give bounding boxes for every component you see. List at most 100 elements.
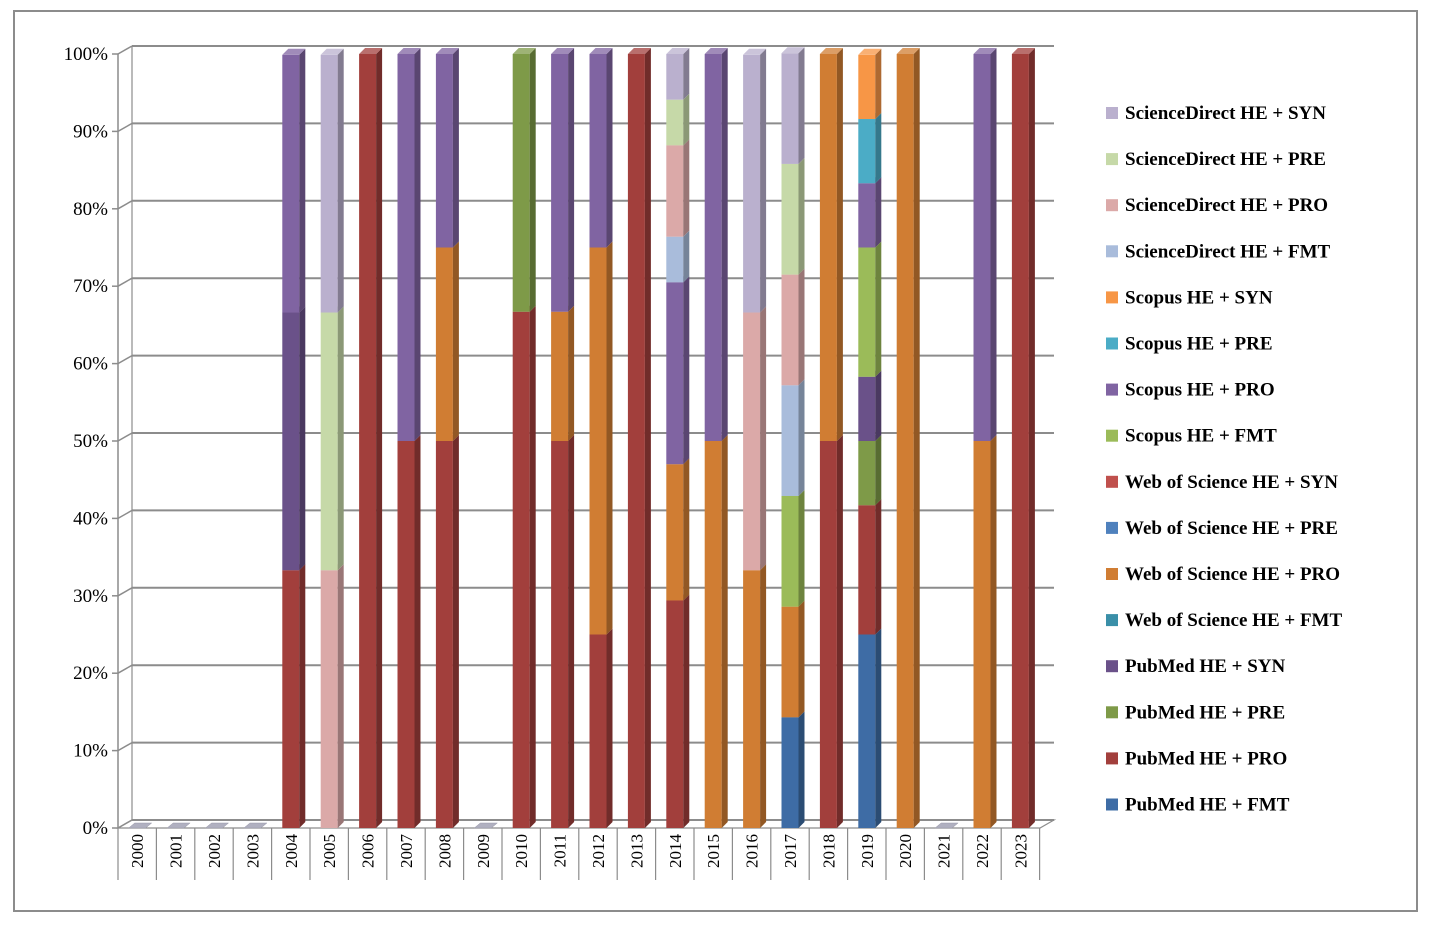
bar-front (589, 54, 607, 248)
x-tick-label: 2009 (474, 834, 493, 868)
bar-front (858, 634, 876, 828)
bar-side (875, 370, 882, 441)
bar-side (299, 306, 306, 571)
x-tick-label: 2004 (282, 834, 301, 869)
bar-front (282, 570, 300, 828)
bar-side (798, 379, 805, 496)
bar-front (973, 441, 991, 828)
x-tick-label: 2015 (704, 834, 723, 868)
legend-swatch (1106, 199, 1118, 212)
bar-top (858, 48, 882, 55)
bar-front (896, 54, 914, 828)
legend-label: ScienceDirect HE + PRE (1125, 149, 1326, 170)
bar-side (337, 564, 344, 828)
bar-front (858, 183, 876, 248)
bar-side (644, 48, 651, 828)
legend-label: ScienceDirect HE + SYN (1125, 103, 1326, 124)
bar-segment (858, 48, 882, 120)
bar-front (359, 54, 377, 828)
legend-entry: ScienceDirect HE + PRO (1106, 195, 1328, 216)
bar-segment (512, 48, 536, 312)
gridline-diag (117, 587, 133, 597)
bar-side (798, 47, 805, 164)
legend-swatch (1106, 798, 1118, 811)
y-tick-label: 50% (73, 431, 108, 452)
bar-front (858, 441, 876, 506)
bar-side (875, 499, 882, 635)
bar-front (282, 312, 300, 571)
bar-front (435, 54, 453, 248)
bar-side (299, 48, 306, 313)
legend: ScienceDirect HE + SYN ScienceDirect HE +… (1106, 103, 1342, 816)
legend-label: Web of Science HE + SYN (1125, 472, 1338, 493)
y-tick-label: 10% (73, 741, 108, 762)
bar-segment (781, 157, 805, 275)
bars (128, 47, 1035, 829)
x-tick-label: 2006 (359, 834, 378, 868)
x-axis-ticks: 2000 2001 2002 2003 2004 2005 2006 2007 2008 2009… (117, 828, 1041, 880)
bar-front (781, 163, 799, 275)
bar-segment (666, 93, 690, 146)
legend-swatch (1106, 706, 1118, 719)
bar-front (1011, 54, 1029, 828)
bar-front (589, 247, 607, 635)
bar-front (589, 634, 607, 828)
bar-front (858, 54, 876, 120)
chart-frame (13, 10, 1418, 912)
bar-segment (282, 48, 306, 313)
bar-side (798, 157, 805, 275)
bar-top (819, 48, 843, 54)
legend-swatch (1106, 614, 1118, 627)
legend-label: Scopus HE + PRO (1125, 380, 1275, 401)
bar-side (568, 435, 575, 828)
bar-segment (781, 379, 805, 496)
bar-front (819, 54, 837, 441)
legend-swatch (1106, 383, 1118, 396)
bar-empty (934, 822, 959, 829)
x-tick-label: 2012 (589, 834, 608, 868)
bar-side (990, 48, 997, 441)
bar-segment (704, 48, 728, 441)
x-tick-label: 2022 (973, 834, 992, 868)
y-tick-label: 80% (73, 199, 108, 220)
legend-swatch (1106, 521, 1118, 534)
gridline-diag (117, 509, 133, 520)
bar-segment (435, 48, 459, 248)
legend-entry: PubMed HE + PRO (1106, 748, 1287, 769)
y-tick-label: 90% (73, 121, 108, 142)
legend-entry: ScienceDirect HE + FMT (1106, 241, 1330, 262)
bar-segment (435, 435, 459, 828)
legend-label: ScienceDirect HE + FMT (1125, 241, 1330, 262)
gridline-diag (117, 122, 133, 133)
bar-side (798, 711, 805, 828)
gridline-diag (117, 741, 133, 752)
x-tick-label: 2014 (666, 834, 685, 869)
gridline-diag (117, 277, 133, 287)
bar-front (858, 505, 876, 635)
bar-side (798, 489, 805, 607)
bar-top (512, 48, 536, 54)
x-tick-label: 2003 (243, 834, 262, 868)
bar-front (666, 464, 684, 601)
bar-front (320, 54, 338, 313)
legend-label: Scopus HE + PRE (1125, 334, 1273, 355)
bar-segment (666, 458, 690, 601)
bar-front (666, 145, 684, 237)
bar-side (875, 628, 882, 828)
x-tick-label: 2002 (205, 834, 224, 868)
bar-front (320, 570, 338, 828)
legend-swatch (1106, 752, 1118, 765)
bar-top (627, 48, 651, 54)
x-tick-label: 2021 (935, 834, 954, 868)
x-tick-label: 2000 (128, 834, 147, 868)
bar-front (704, 54, 722, 441)
bar-front (819, 441, 837, 828)
legend-entry: Scopus HE + PRE (1106, 334, 1273, 355)
gridline-diag (117, 200, 133, 210)
bar-segment (819, 48, 843, 441)
bar-segment (1011, 48, 1035, 828)
bar-side (337, 48, 344, 313)
bar-side (606, 628, 613, 828)
x-tick-label: 2023 (1011, 834, 1030, 868)
